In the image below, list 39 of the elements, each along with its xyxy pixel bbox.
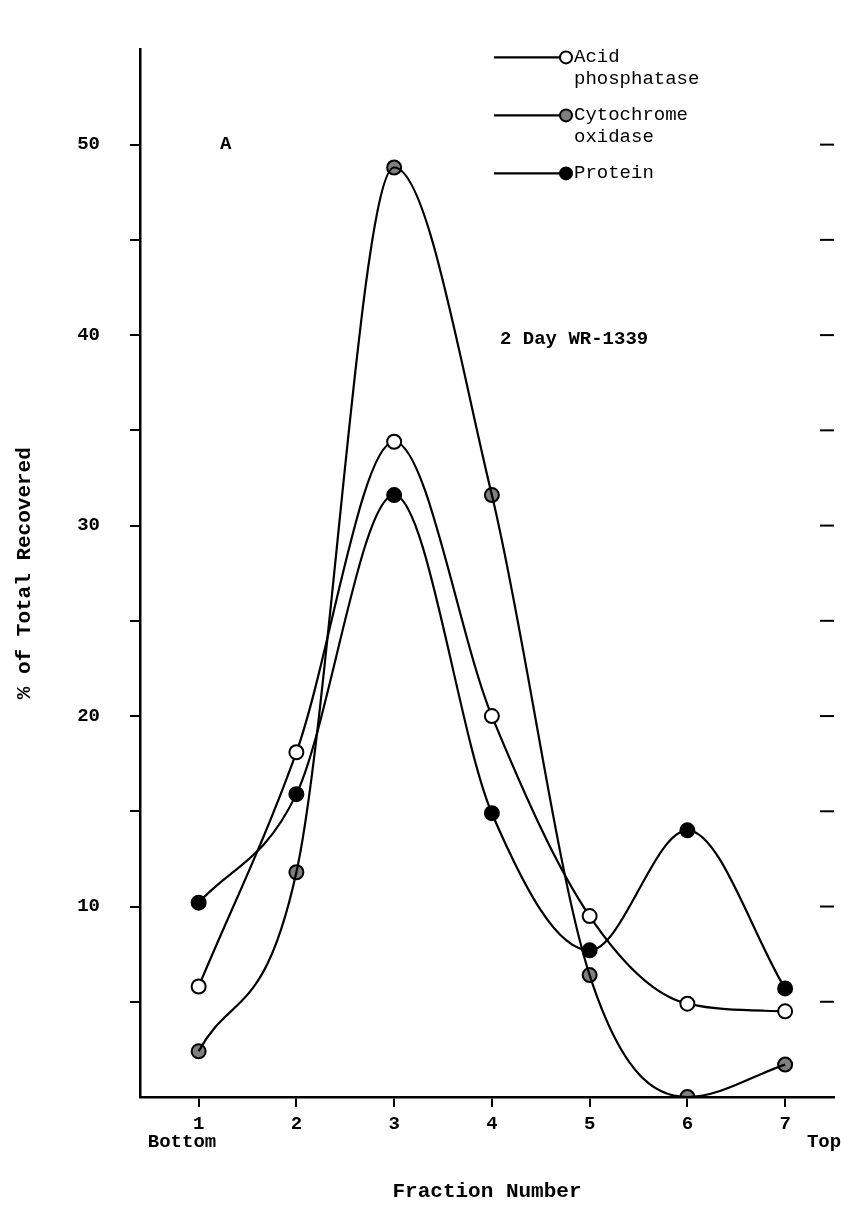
legend-label: Protein: [574, 162, 654, 185]
point: [288, 864, 305, 881]
point: [190, 1043, 207, 1060]
point: [679, 995, 696, 1012]
point: [581, 908, 598, 925]
x-tick-label: 4: [486, 1113, 498, 1136]
x-tick-label: 2: [290, 1113, 303, 1136]
x-tick-label: 6: [681, 1113, 694, 1136]
point: [190, 978, 207, 995]
point: [483, 805, 500, 822]
annotation: 2 Day WR-1339: [500, 328, 649, 351]
y-tick-label: 40: [77, 323, 100, 346]
point: [483, 487, 500, 504]
annotation: A: [220, 133, 232, 156]
point: [581, 942, 598, 959]
legend-label: Cytochrome oxidase: [574, 104, 689, 149]
point: [581, 967, 598, 984]
x-tick-label: 7: [779, 1113, 791, 1136]
point: [288, 744, 305, 761]
x-tick-label: 5: [583, 1113, 596, 1136]
point: [777, 980, 794, 997]
y-tick-label: 30: [77, 514, 100, 537]
point: [483, 708, 500, 725]
point: [777, 1056, 794, 1073]
y-tick-label: 50: [77, 133, 100, 156]
point: [386, 487, 403, 504]
point: [386, 159, 403, 176]
point: [190, 894, 207, 911]
legend-label: Acid phosphatase: [574, 46, 700, 91]
x-tick-label: 3: [388, 1113, 400, 1136]
point: [288, 786, 305, 803]
y-axis-title: % of Total Recovered: [12, 447, 36, 700]
point: [679, 822, 696, 839]
point: [386, 433, 403, 450]
x-axis-title: Fraction Number: [392, 1179, 582, 1203]
y-tick-label: 10: [77, 895, 100, 918]
point: [777, 1003, 794, 1020]
text: Top: [806, 1130, 842, 1153]
y-tick-label: 20: [77, 704, 100, 727]
